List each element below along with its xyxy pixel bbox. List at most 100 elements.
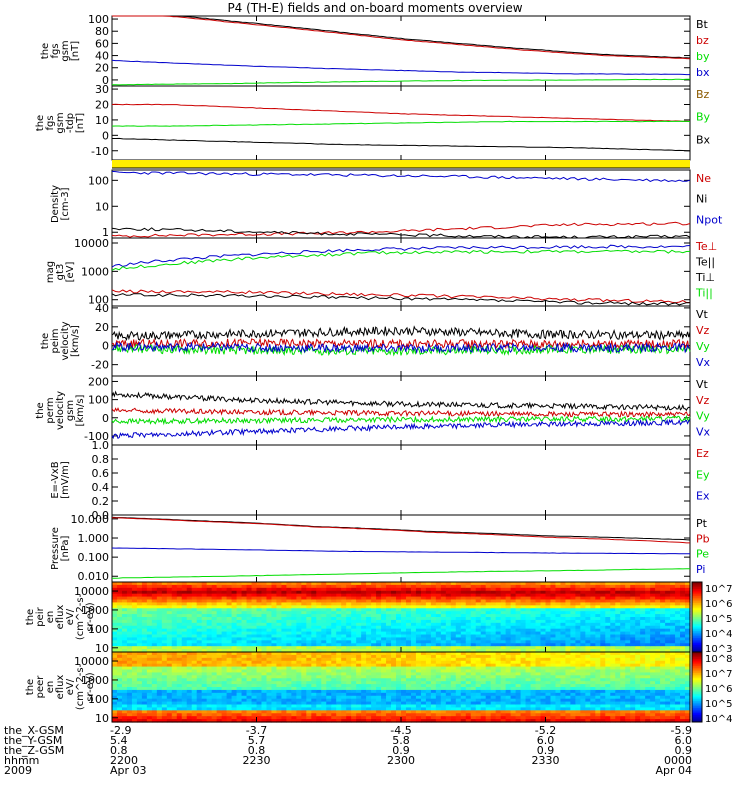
spectrogram-cell	[241, 643, 248, 647]
spectrogram-cell	[405, 608, 412, 612]
spectrogram-cell	[585, 640, 591, 644]
spectrogram-cell	[470, 672, 477, 676]
spectrogram-cell	[136, 652, 143, 656]
spectrogram-cell	[555, 605, 562, 609]
spectrogram-cell	[475, 666, 482, 671]
spectrogram-cell	[535, 596, 542, 601]
spectrogram-cell	[570, 605, 576, 609]
spectrogram-cell	[261, 590, 268, 595]
spectrogram-cell	[391, 643, 397, 647]
spectrogram-cell	[141, 713, 148, 717]
spectrogram-cell	[435, 646, 442, 650]
spectrogram-cell	[480, 643, 487, 647]
spectrogram-cell	[396, 631, 402, 636]
spectrogram-cell	[540, 649, 547, 653]
spectrogram-cell	[475, 701, 482, 706]
spectrogram-cell	[540, 617, 547, 621]
spectrogram-cell	[605, 631, 611, 636]
spectrogram-cell	[211, 652, 218, 656]
spectrogram-cell	[615, 628, 621, 633]
spectrogram-cell	[141, 678, 148, 682]
spectrogram-cell	[181, 663, 188, 668]
spectrogram-cell	[410, 675, 417, 679]
spectrogram-cell	[136, 631, 143, 636]
spectrogram-cell	[246, 675, 253, 679]
spectrogram-cell	[356, 637, 362, 641]
spectrogram-cell	[146, 652, 153, 656]
y-tick-label: -100	[84, 430, 109, 443]
spectrogram-cell	[116, 625, 123, 630]
spectrogram-cell	[386, 596, 392, 601]
spectrogram-cell	[191, 663, 198, 668]
spectrogram-cell	[520, 608, 527, 612]
spectrogram-cell	[191, 710, 198, 714]
spectrogram-cell	[610, 608, 616, 612]
spectrogram-cell	[396, 584, 402, 589]
spectrogram-cell	[460, 617, 467, 621]
spectrogram-cell	[156, 689, 163, 694]
spectrogram-cell	[116, 611, 123, 615]
spectrogram-cell	[655, 637, 661, 641]
spectrogram-cell	[351, 625, 357, 630]
spectrogram-cell	[465, 590, 472, 595]
spectrogram-cell	[306, 634, 312, 639]
spectrogram-cell	[415, 704, 422, 709]
spectrogram-cell	[405, 628, 412, 633]
spectrogram-cell	[271, 652, 278, 656]
spectrogram-cell	[186, 716, 193, 720]
y-tick-label: 100	[88, 13, 109, 26]
spectrogram-cell	[600, 614, 606, 618]
spectrogram-cell	[630, 637, 636, 641]
spectrogram-cell	[510, 625, 517, 630]
spectrogram-cell	[161, 643, 168, 647]
spectrogram-cell	[405, 602, 412, 606]
spectrogram-cell	[316, 710, 322, 714]
spectrogram-cell	[405, 707, 412, 711]
spectrogram-cell	[415, 719, 422, 723]
spectrogram-cell	[136, 619, 143, 624]
spectrogram-cell	[261, 675, 268, 679]
spectrogram-cell	[166, 666, 173, 671]
spectrogram-cell	[410, 590, 417, 595]
spectrogram-cell	[112, 643, 118, 647]
spectrogram-cell	[136, 654, 143, 659]
spectrogram-cell	[226, 584, 233, 589]
spectrogram-cell	[351, 660, 357, 665]
spectrogram-cell	[291, 710, 297, 714]
spectrogram-cell	[396, 666, 402, 671]
spectrogram-cell	[465, 619, 472, 624]
spectrogram-cell	[341, 687, 347, 691]
spectrogram-cell	[396, 678, 402, 682]
spectrogram-cell	[545, 628, 552, 633]
spectrogram-cell	[530, 582, 537, 586]
spectrogram-cell	[226, 625, 233, 630]
spectrogram-cell	[261, 719, 268, 723]
spectrogram-cell	[271, 695, 278, 700]
spectrogram-cell	[555, 649, 562, 653]
spectrogram-cell	[680, 643, 686, 647]
spectrogram-cell	[346, 634, 352, 639]
spectrogram-cell	[515, 582, 522, 586]
spectrogram-cell	[660, 614, 666, 618]
spectrogram-cell	[396, 710, 402, 714]
spectrogram-cell	[226, 631, 233, 636]
spectrogram-cell	[645, 640, 651, 644]
spectrogram-cell	[156, 649, 163, 653]
spectrogram-cell	[116, 710, 123, 714]
spectrogram-cell	[515, 599, 522, 604]
spectrogram-cell	[291, 675, 297, 679]
spectrogram-cell	[316, 622, 322, 627]
spectrogram-cell	[166, 599, 173, 604]
spectrogram-cell	[495, 637, 502, 641]
spectrogram-cell	[430, 646, 437, 650]
spectrogram-cell	[211, 587, 218, 592]
spectrogram-cell	[351, 631, 357, 636]
spectrogram-cell	[391, 634, 397, 639]
spectrogram-cell	[286, 716, 292, 720]
spectrogram-cell	[176, 678, 183, 682]
spectrogram-cell	[236, 719, 243, 723]
spectrogram-cell	[405, 617, 412, 621]
spectrogram-cell	[231, 672, 238, 676]
spectrogram-cell	[450, 602, 457, 606]
spectrogram-cell	[231, 617, 238, 621]
